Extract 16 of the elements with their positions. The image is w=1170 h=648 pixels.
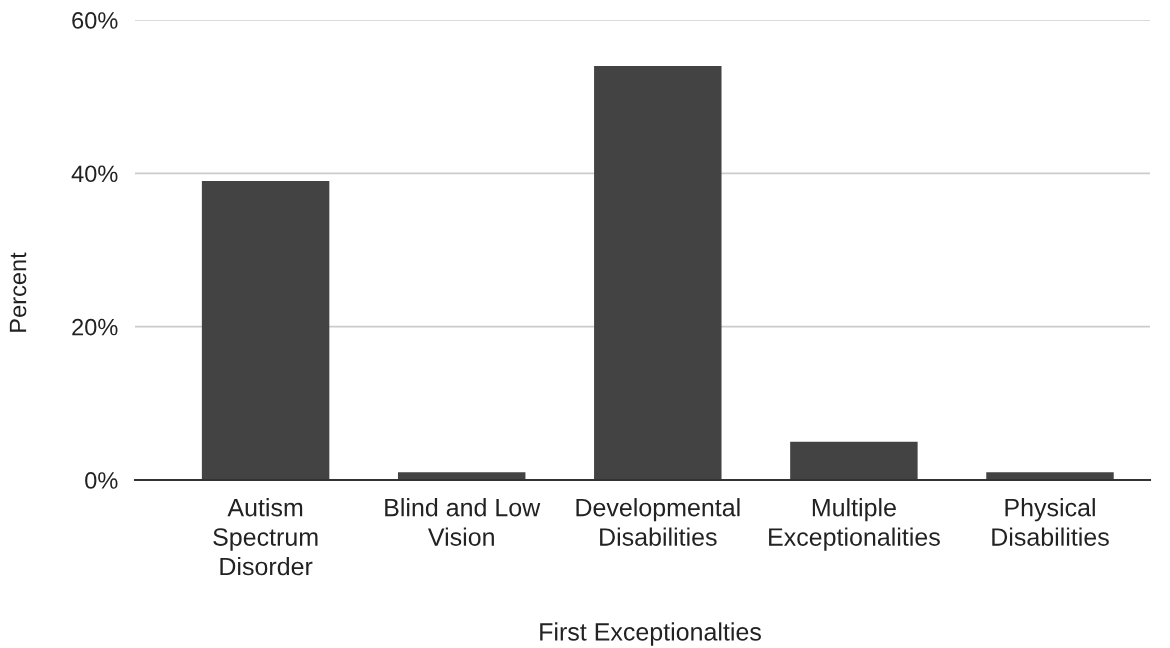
x-tick-label: Physical Disabilities bbox=[992, 498, 1109, 546]
bar bbox=[397, 472, 526, 480]
bar bbox=[790, 441, 918, 480]
y-axis-title: Percent bbox=[9, 252, 27, 332]
bar bbox=[201, 181, 330, 480]
bar bbox=[594, 66, 722, 480]
y-tick-label: 60% bbox=[72, 12, 118, 29]
x-axis-title: First Exceptionalties bbox=[540, 622, 761, 646]
y-tick-label: 0% bbox=[85, 472, 118, 489]
x-tick-label: Multiple Exceptionalities bbox=[769, 498, 940, 551]
y-tick-label: 20% bbox=[72, 318, 118, 336]
x-tick-label: Developmental Disabilities bbox=[576, 498, 740, 546]
x-tick-label: Blind and Low Vision bbox=[385, 498, 541, 546]
bar bbox=[986, 472, 1114, 480]
x-tick-label: Autism Spectrum Disorder bbox=[213, 498, 318, 576]
y-tick-label: 40% bbox=[71, 165, 118, 183]
